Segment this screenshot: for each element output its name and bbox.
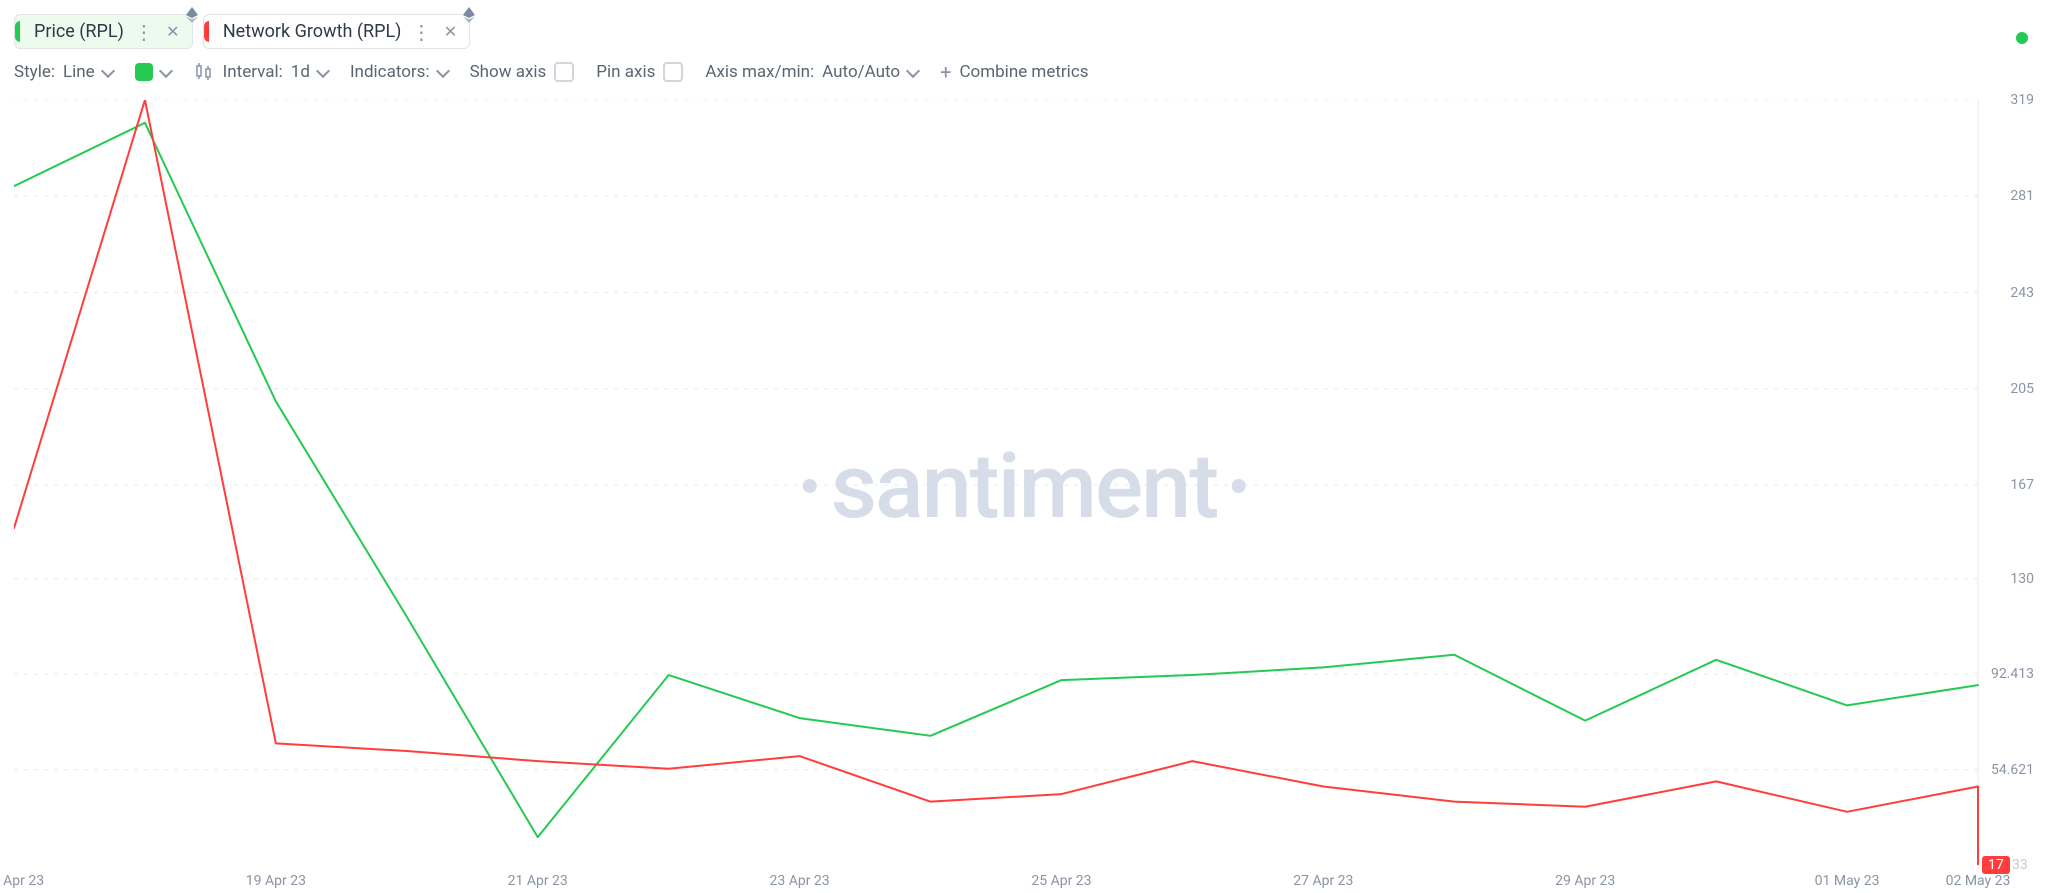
color-selector[interactable] [135,63,171,81]
tab-label: Price (RPL) [34,21,124,42]
candlestick-icon [193,61,215,83]
indicators-selector[interactable]: Indicators: [350,62,448,82]
pin-axis-toggle[interactable]: Pin axis [596,62,683,82]
kebab-menu-icon[interactable]: ⋮ [132,27,156,37]
tab-label: Network Growth (RPL) [223,21,402,42]
close-icon[interactable]: ✕ [441,23,459,41]
indicators-label: Indicators: [350,62,430,82]
x-axis-tick-label: 27 Apr 23 [1293,873,1353,889]
chart-toolbar: Style: Line Interval: 1d Indicators: Sho… [0,55,2048,91]
interval-selector[interactable]: Interval: 1d [193,61,328,83]
x-axis-tick-label: 02 May 23 [1946,873,2011,889]
y-axis-tick-label: 205 [2010,381,2034,397]
interval-label: Interval: [223,62,283,82]
connection-status-dot [2016,32,2028,44]
y-axis-tick-label: 92.413 [1991,666,2034,682]
line-chart[interactable]: santiment 31928124320516713092.41354.621… [14,100,2034,893]
chevron-down-icon [316,63,330,77]
x-axis-tick-label: 19 Apr 23 [246,873,306,889]
y-axis-tick-label: 167 [2010,477,2034,493]
axis-mm-value: Auto/Auto [822,62,900,82]
chevron-down-icon [906,63,920,77]
ethereum-icon [183,6,201,24]
last-value-secondary: 33 [2012,857,2028,873]
tab-color-stripe [15,21,20,42]
y-axis-tick-label: 281 [2010,188,2034,204]
tab-price[interactable]: Price (RPL) ⋮ ✕ [14,14,193,49]
chart-svg [14,100,2034,893]
x-axis-tick-label: 25 Apr 23 [1031,873,1091,889]
metric-tabs: Price (RPL) ⋮ ✕ Network Growth (RPL) ⋮ ✕ [0,0,2048,55]
combine-label: Combine metrics [959,62,1088,82]
y-axis-tick-label: 243 [2010,285,2034,301]
checkbox-icon[interactable] [663,62,683,82]
chevron-down-icon [101,63,115,77]
pin-axis-label: Pin axis [596,62,655,82]
chevron-down-icon [159,63,173,77]
checkbox-icon[interactable] [554,62,574,82]
tab-network-growth[interactable]: Network Growth (RPL) ⋮ ✕ [203,14,471,49]
close-icon[interactable]: ✕ [164,23,182,41]
last-value-badge: 17 [1982,856,2010,874]
x-axis-tick-label: 01 May 23 [1815,873,1880,889]
style-value: Line [63,62,95,82]
axis-minmax-selector[interactable]: Axis max/min: Auto/Auto [705,62,918,82]
ethereum-icon [460,6,478,24]
tab-color-stripe [204,21,209,42]
style-label: Style: [14,62,55,82]
chevron-down-icon [435,63,449,77]
combine-metrics-button[interactable]: + Combine metrics [940,62,1088,82]
y-axis-tick-label: 319 [2010,92,2034,108]
series-color-swatch [135,63,153,81]
y-axis-tick-label: 130 [2010,571,2034,587]
plus-icon: + [940,65,951,79]
x-axis-tick-label: 21 Apr 23 [508,873,568,889]
x-axis-tick-label: 29 Apr 23 [1555,873,1615,889]
x-axis-tick-label: 23 Apr 23 [770,873,830,889]
interval-value: 1d [291,62,310,82]
y-axis-tick-label: 54.621 [1991,762,2034,778]
show-axis-label: Show axis [470,62,547,82]
kebab-menu-icon[interactable]: ⋮ [409,27,433,37]
x-axis-tick-label: 17 Apr 23 [0,873,44,889]
axis-mm-label: Axis max/min: [705,62,814,82]
show-axis-toggle[interactable]: Show axis [470,62,575,82]
style-selector[interactable]: Style: Line [14,62,113,82]
